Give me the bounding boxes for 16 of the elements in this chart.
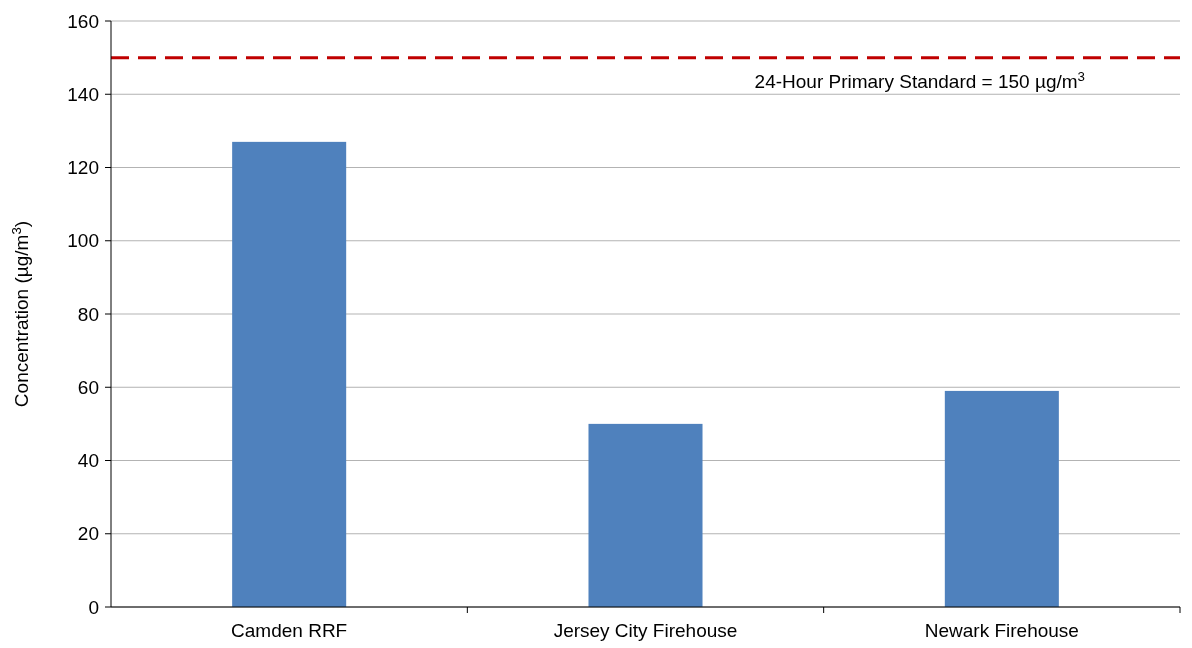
y-tick-label: 100 bbox=[67, 230, 99, 252]
bar bbox=[588, 423, 703, 607]
x-tick-label: Newark Firehouse bbox=[924, 620, 1079, 641]
y-tick-label: 160 bbox=[67, 10, 99, 32]
bar bbox=[944, 390, 1059, 607]
y-tick-label: 60 bbox=[77, 376, 99, 398]
y-tick-label: 40 bbox=[77, 450, 99, 472]
y-tick-label: 120 bbox=[67, 157, 99, 179]
x-tick-label: Camden RRF bbox=[231, 620, 348, 641]
y-tick-label: 80 bbox=[77, 303, 99, 325]
y-tick-label: 0 bbox=[88, 596, 99, 618]
y-tick-label: 140 bbox=[67, 83, 99, 105]
y-tick-label: 20 bbox=[77, 523, 99, 545]
ref-line-label: 24-Hour Primary Standard = 150 µg/m$^{3}$ bbox=[754, 68, 1085, 92]
bar bbox=[232, 141, 347, 607]
x-tick-label: Jersey City Firehouse bbox=[553, 620, 738, 641]
